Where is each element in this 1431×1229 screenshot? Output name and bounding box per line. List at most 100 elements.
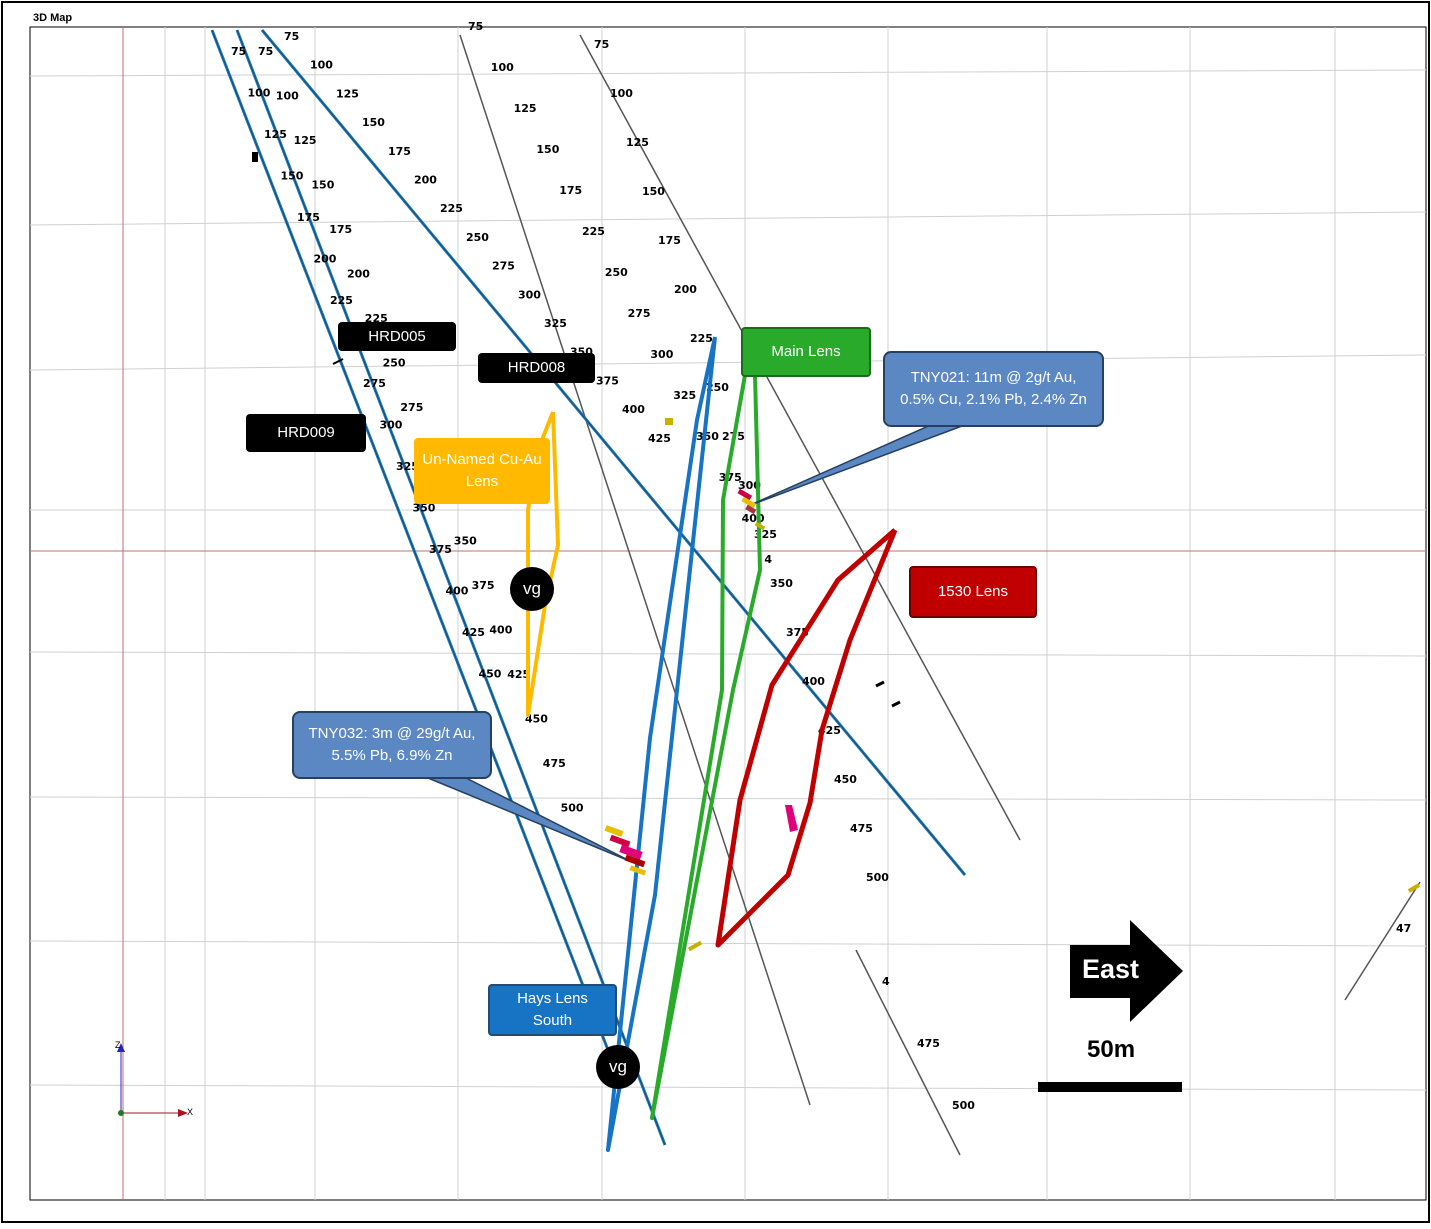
label-hays-lens[interactable]: Hays Lens South <box>488 984 617 1036</box>
depth-tick-label: 400 <box>446 585 469 598</box>
depth-tick-label: 425 <box>648 432 671 445</box>
depth-tick-label: 4 <box>764 553 772 566</box>
depth-tick-label: 175 <box>559 184 582 197</box>
depth-tick-label: 200 <box>314 253 337 266</box>
depth-tick-label: 150 <box>642 185 665 198</box>
vg-marker-2[interactable]: vg <box>596 1045 640 1089</box>
depth-tick-label: 175 <box>297 211 320 224</box>
depth-tick-label: 100 <box>310 59 333 72</box>
drillhole-grey-4[interactable] <box>1344 881 1421 1001</box>
label-main-lens[interactable]: Main Lens <box>741 327 871 377</box>
vg-marker-1[interactable]: vg <box>510 567 554 611</box>
depth-tick-label: 100 <box>610 87 633 100</box>
depth-tick-label: 475 <box>850 822 873 835</box>
callout-tny032[interactable]: TNY032: 3m @ 29g/t Au, 5.5% Pb, 6.9% Zn <box>292 711 492 779</box>
depth-tick-label: 275 <box>363 377 386 390</box>
depth-tick-label: 425 <box>507 668 530 681</box>
depth-tick-label: 150 <box>536 143 559 156</box>
depth-tick-label: 450 <box>479 668 502 681</box>
depth-tick-label: 500 <box>561 802 584 815</box>
depth-tick-label: 275 <box>400 401 423 414</box>
depth-tick-label: 100 <box>248 87 271 100</box>
grey-drillholes <box>459 34 1421 1156</box>
tny021-pointer <box>747 419 979 507</box>
depth-tick-label: 300 <box>738 479 761 492</box>
depth-labels: 7510012515017520022525027530032535037540… <box>231 20 1411 1112</box>
depth-tick-label: 125 <box>264 128 287 141</box>
label-hrd005[interactable]: HRD005 <box>338 322 456 351</box>
depth-tick-label: 225 <box>690 332 713 345</box>
depth-tick-label: 375 <box>472 579 495 592</box>
depth-tick-label: 325 <box>396 460 419 473</box>
depth-tick-label: 300 <box>650 348 673 361</box>
drillhole-grey-1[interactable] <box>459 34 811 1106</box>
axis-indicator <box>117 1043 188 1117</box>
east-arrow-icon <box>1070 920 1183 1022</box>
depth-tick-label: 375 <box>596 374 619 387</box>
depth-tick-label: 375 <box>719 471 742 484</box>
label-1530-lens[interactable]: 1530 Lens <box>909 566 1037 618</box>
depth-tick-label: 325 <box>673 389 696 402</box>
intercept-markers <box>252 152 1421 952</box>
east-label: East <box>1082 954 1140 984</box>
depth-tick-label: 325 <box>544 317 567 330</box>
depth-tick-label: 75 <box>594 38 609 51</box>
depth-tick-label: 125 <box>626 136 649 149</box>
depth-tick-label: 225 <box>365 312 388 325</box>
depth-tick-label: 475 <box>917 1037 940 1050</box>
depth-tick-label: 350 <box>454 535 477 548</box>
z-axis-label: Z <box>115 1040 121 1050</box>
depth-tick-label: 100 <box>276 90 299 103</box>
depth-tick-label: 200 <box>674 283 697 296</box>
depth-tick-label: 425 <box>462 626 485 639</box>
depth-tick-label: 400 <box>622 403 645 416</box>
depth-tick-label: 200 <box>347 268 370 281</box>
depth-tick-label: 375 <box>429 543 452 556</box>
depth-tick-label: 175 <box>658 234 681 247</box>
label-hrd009[interactable]: HRD009 <box>246 414 366 452</box>
depth-tick-label: 350 <box>770 577 793 590</box>
drillhole-grey-2[interactable] <box>579 34 1021 841</box>
depth-tick-label: 4 <box>882 975 890 988</box>
depth-tick-label: 400 <box>489 624 512 637</box>
depth-tick-label: 175 <box>329 223 352 236</box>
lens-1530-outline[interactable] <box>715 528 898 948</box>
scale-bar <box>1038 1082 1182 1092</box>
main-lens-outline[interactable] <box>650 374 762 1120</box>
depth-tick-label: 175 <box>388 145 411 158</box>
depth-tick-label: 450 <box>525 713 548 726</box>
depth-tick-label: 225 <box>330 294 353 307</box>
depth-tick-label: 100 <box>491 61 514 74</box>
drillhole-grey-3[interactable] <box>855 949 961 1156</box>
blue-drillholes <box>210 29 967 1146</box>
depth-tick-label: 250 <box>383 357 406 370</box>
depth-tick-label: 500 <box>952 1099 975 1112</box>
depth-tick-label: 250 <box>605 266 628 279</box>
hays-lens-outline[interactable] <box>606 336 717 1152</box>
depth-tick-label: 400 <box>802 675 825 688</box>
depth-tick-label: 150 <box>281 170 304 183</box>
label-hrd008[interactable]: HRD008 <box>478 353 595 383</box>
depth-tick-label: 75 <box>468 20 483 33</box>
depth-tick-label: 500 <box>866 871 889 884</box>
depth-tick-label: 75 <box>284 30 299 43</box>
depth-tick-label: 350 <box>696 430 719 443</box>
map-title: 3D Map <box>33 12 73 24</box>
depth-tick-label: 47 <box>1396 922 1411 935</box>
depth-tick-label: 75 <box>258 45 273 58</box>
depth-tick-label: 275 <box>492 260 515 273</box>
depth-tick-label: 125 <box>336 87 359 100</box>
depth-tick-label: 350 <box>413 502 436 515</box>
callout-tny021[interactable]: TNY021: 11m @ 2g/t Au, 0.5% Cu, 2.1% Pb,… <box>883 351 1104 427</box>
depth-tick-label: 150 <box>362 116 385 129</box>
depth-tick-label: 250 <box>466 231 489 244</box>
depth-tick-label: 275 <box>628 307 651 320</box>
depth-tick-label: 450 <box>834 773 857 786</box>
depth-tick-label: 125 <box>294 134 317 147</box>
label-unnamed-lens[interactable]: Un-Named Cu-Au Lens <box>414 438 550 504</box>
depth-tick-label: 475 <box>543 757 566 770</box>
depth-tick-label: 225 <box>440 202 463 215</box>
